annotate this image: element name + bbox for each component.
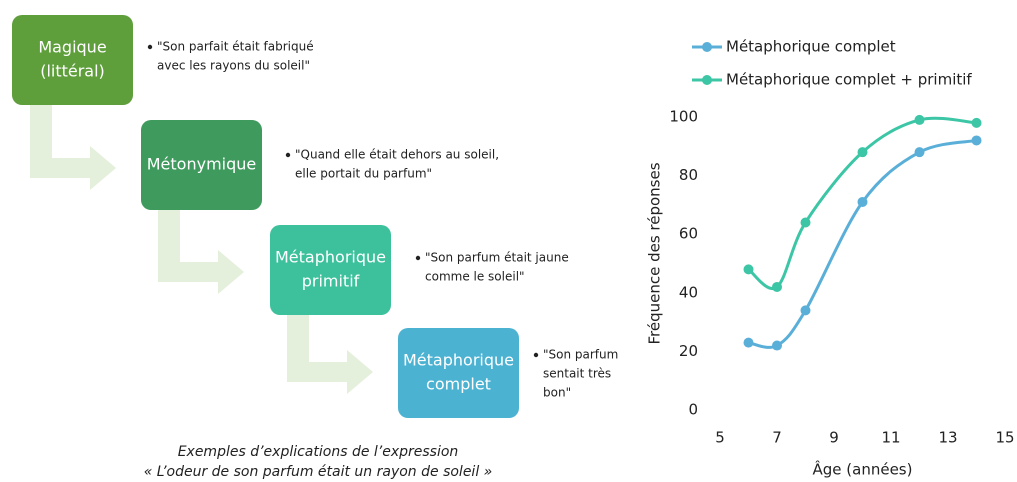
point	[743, 264, 754, 275]
stage-label: Métaphorique	[275, 248, 386, 267]
point	[772, 340, 782, 351]
bullet	[533, 352, 539, 358]
y-tick-label: 0	[688, 401, 698, 419]
point	[914, 114, 925, 125]
y-tick-label: 100	[669, 108, 698, 126]
point	[772, 281, 782, 292]
stage-box	[12, 15, 133, 105]
legend-marker	[702, 75, 712, 85]
x-tick-label: 13	[938, 429, 957, 447]
x-tick-label: 5	[715, 429, 725, 447]
caption: « L’odeur de son parfum était un rayon d…	[144, 464, 493, 480]
stage-box	[270, 225, 391, 315]
example-text: "Son parfum	[543, 348, 618, 362]
y-tick-label: 40	[679, 283, 698, 301]
stage-label: primitif	[302, 272, 360, 291]
legend-marker	[702, 42, 712, 52]
point	[914, 147, 925, 158]
bullet	[415, 255, 421, 261]
arrow	[158, 210, 244, 294]
y-tick-label: 20	[679, 342, 698, 360]
point	[800, 305, 811, 316]
caption: Exemples d’explications de l’expression	[178, 444, 459, 460]
point	[743, 337, 754, 348]
stage-label: complet	[426, 375, 491, 394]
stage-label: (littéral)	[40, 62, 105, 81]
arrows	[30, 105, 373, 394]
example-text: avec les rayons du soleil"	[157, 59, 310, 73]
point	[800, 217, 811, 228]
x-tick-label: 7	[772, 429, 782, 447]
bullet	[147, 44, 153, 50]
x-tick-label: 9	[829, 429, 839, 447]
point	[857, 196, 868, 207]
arrow	[30, 105, 116, 190]
example-text: sentait très	[543, 367, 611, 381]
y-tick-label: 60	[679, 225, 698, 243]
y-tick-label: 80	[679, 166, 698, 184]
legend-label: Métaphorique complet + primitif	[726, 71, 972, 89]
example-text: bon"	[543, 386, 571, 400]
x-tick-label: 15	[995, 429, 1014, 447]
example-text: comme le soleil"	[425, 270, 525, 284]
arrow	[287, 315, 373, 394]
stage-box	[141, 120, 262, 210]
x-tick-label: 11	[881, 429, 900, 447]
stage-label: Magique	[38, 38, 106, 57]
legend-label: Métaphorique complet	[726, 38, 896, 56]
example-text: "Quand elle était dehors au soleil,	[295, 148, 499, 162]
example-text: elle portait du parfum"	[295, 167, 432, 181]
bullet	[285, 152, 291, 158]
y-axis-label: Fréquence des réponses	[646, 162, 664, 344]
example-text: "Son parfait était fabriqué	[157, 40, 314, 54]
point	[971, 117, 982, 128]
point	[857, 147, 868, 158]
x-axis-label: Âge (années)	[813, 460, 913, 479]
example-text: "Son parfum était jaune	[425, 251, 569, 265]
stage-label: Métaphorique	[403, 351, 514, 370]
stage-label: Métonymique	[147, 155, 257, 174]
point	[971, 135, 982, 146]
stage-box	[398, 328, 519, 418]
series-line	[748, 138, 977, 349]
